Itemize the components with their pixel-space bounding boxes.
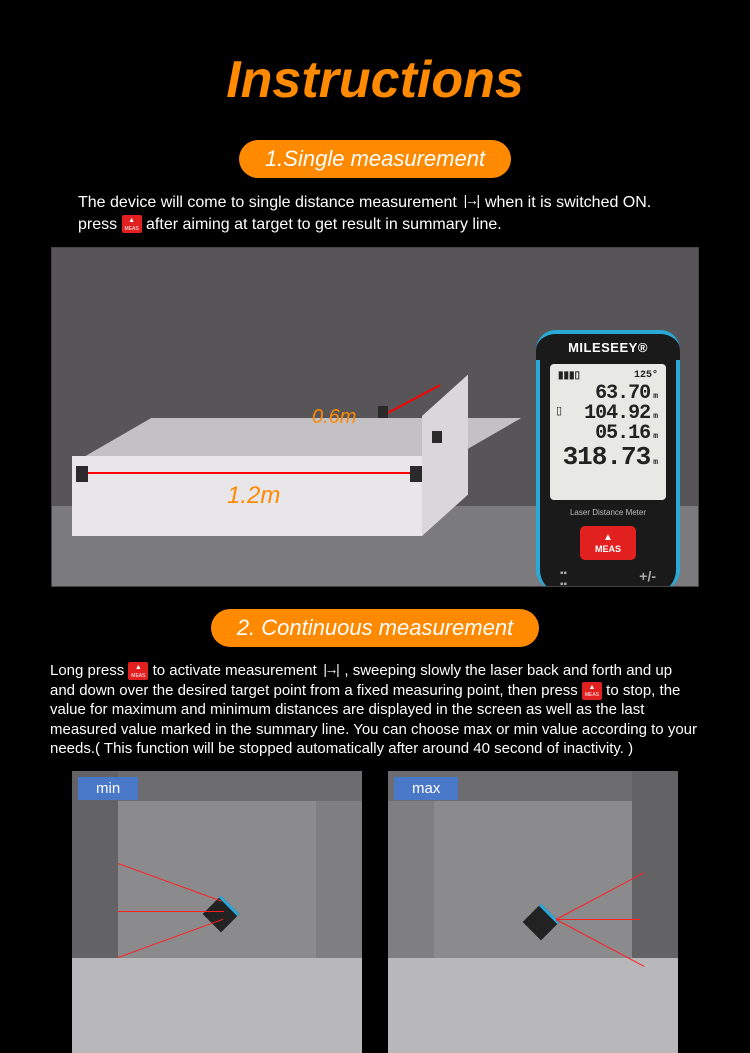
fig1-laser-width <box>84 472 414 474</box>
meas-button-icon <box>122 215 142 233</box>
angle-readout: 125° <box>634 370 658 382</box>
main-title: Instructions <box>0 0 750 140</box>
distance-arrow-icon: |→| <box>321 662 340 680</box>
meas-triangle-icon: ▲ <box>603 533 613 543</box>
panel-max-tag: max <box>394 777 458 800</box>
screen-summary-unit: m <box>653 459 658 467</box>
distance-arrow-icon: |→| <box>461 193 480 212</box>
screen-summary: 318.73 <box>563 444 651 471</box>
device-brand: MILESEEY® <box>540 340 676 355</box>
screen-line-1-unit: m <box>653 393 658 401</box>
section1-text: The device will come to single distance … <box>0 192 750 247</box>
panel-min-tag: min <box>78 777 138 800</box>
meas-button-icon <box>582 682 602 700</box>
panel-max: max <box>388 771 678 1053</box>
fig1-marker-front <box>378 406 388 418</box>
s1-text-a: The device will come to single distance … <box>78 194 457 211</box>
fig1-marker-left <box>76 466 88 482</box>
meas-button-icon <box>128 662 148 680</box>
screen-line-1: 63.70 <box>595 384 650 404</box>
max-laser-2 <box>556 919 640 920</box>
s2-text-a: Long press <box>50 662 128 679</box>
min-laser-2 <box>118 911 224 912</box>
ref-icon: ▯ <box>556 404 562 418</box>
continuous-panels: min max <box>0 771 750 1053</box>
fig1-dim-width: 1.2m <box>227 482 280 510</box>
device-label: Laser Distance Meter <box>540 508 676 517</box>
screen-line-2-unit: m <box>653 413 658 421</box>
device-screen: ▮▮▮▯ 125° ▯ 63.70 m 104.92 m 05.16 m <box>550 364 666 500</box>
s1-text-c: after aiming at target to get result in … <box>146 216 502 233</box>
device-meas-button: ▲ MEAS <box>580 526 636 560</box>
fig1-dim-depth: 0.6m <box>312 406 356 429</box>
page-container: Instructions 1.Single measurement The de… <box>0 0 750 1053</box>
device-plusminus-button: +/- <box>639 568 656 584</box>
screen-line-2: 104.92 <box>584 404 650 424</box>
section2-text: Long press to activate measurement |→| ,… <box>0 661 750 771</box>
screen-line-3: 05.16 <box>595 424 650 444</box>
section2-heading: 2. Continuous measurement <box>211 609 539 647</box>
battery-icon: ▮▮▮▯ <box>558 370 580 382</box>
section1-heading: 1.Single measurement <box>239 140 511 178</box>
device-grid-button: ▪▪▪▪ <box>560 568 580 584</box>
fig1-marker-right <box>410 466 422 482</box>
s2-text-b: to activate measurement <box>153 662 321 679</box>
device-illustration: MILESEEY® ▮▮▮▯ 125° ▯ 63.70 m 104.92 m <box>536 330 680 587</box>
meas-button-label: MEAS <box>595 545 621 554</box>
fig1-marker-back <box>432 431 442 443</box>
panel-min: min <box>72 771 362 1053</box>
figure-single-measurement: 0.6m 1.2m MILESEEY® ▮▮▮▯ 125° ▯ 63.70 m <box>51 247 699 587</box>
screen-line-3-unit: m <box>653 433 658 441</box>
